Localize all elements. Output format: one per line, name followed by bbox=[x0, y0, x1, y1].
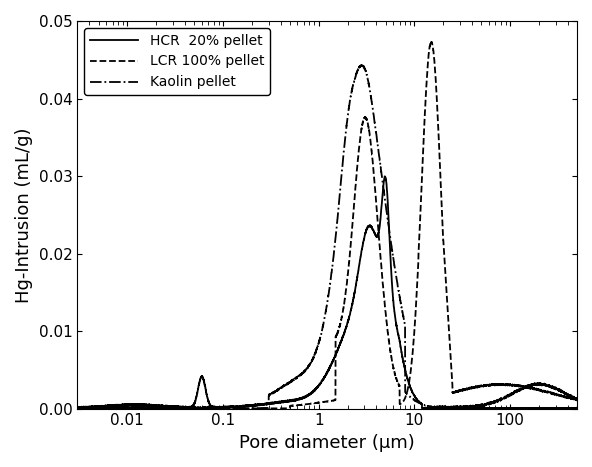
HCR  20% pellet bbox=[437, 405, 444, 411]
LCR 100% pellet bbox=[311, 400, 318, 406]
Line: HCR  20% pellet: HCR 20% pellet bbox=[78, 177, 577, 409]
Kaolin pellet bbox=[533, 382, 540, 388]
X-axis label: Pore diameter (μm): Pore diameter (μm) bbox=[239, 434, 415, 452]
HCR  20% pellet bbox=[284, 399, 291, 404]
HCR  20% pellet bbox=[311, 387, 318, 393]
HCR  20% pellet bbox=[558, 405, 565, 411]
LCR 100% pellet bbox=[558, 394, 565, 399]
HCR  20% pellet bbox=[288, 397, 295, 403]
LCR 100% pellet bbox=[428, 39, 435, 45]
Kaolin pellet bbox=[558, 389, 565, 394]
HCR  20% pellet bbox=[533, 405, 540, 410]
HCR  20% pellet bbox=[381, 174, 388, 179]
Y-axis label: Hg-Intrusion (mL/g): Hg-Intrusion (mL/g) bbox=[15, 127, 33, 303]
Kaolin pellet bbox=[311, 352, 318, 358]
Line: LCR 100% pellet: LCR 100% pellet bbox=[78, 42, 577, 409]
LCR 100% pellet bbox=[198, 406, 205, 411]
Kaolin pellet bbox=[437, 404, 444, 410]
LCR 100% pellet bbox=[74, 405, 81, 410]
Kaolin pellet bbox=[74, 405, 81, 410]
Kaolin pellet bbox=[288, 378, 295, 384]
Kaolin pellet bbox=[574, 397, 581, 403]
HCR  20% pellet bbox=[574, 405, 581, 410]
Kaolin pellet bbox=[124, 406, 131, 411]
Line: Kaolin pellet: Kaolin pellet bbox=[78, 65, 577, 409]
LCR 100% pellet bbox=[288, 403, 295, 409]
Legend: HCR  20% pellet, LCR 100% pellet, Kaolin pellet: HCR 20% pellet, LCR 100% pellet, Kaolin … bbox=[84, 28, 269, 95]
LCR 100% pellet bbox=[574, 396, 581, 402]
LCR 100% pellet bbox=[533, 386, 540, 392]
Kaolin pellet bbox=[358, 62, 365, 68]
HCR  20% pellet bbox=[437, 406, 445, 411]
LCR 100% pellet bbox=[437, 177, 444, 183]
HCR  20% pellet bbox=[74, 405, 81, 410]
LCR 100% pellet bbox=[284, 405, 291, 411]
Kaolin pellet bbox=[284, 381, 291, 386]
